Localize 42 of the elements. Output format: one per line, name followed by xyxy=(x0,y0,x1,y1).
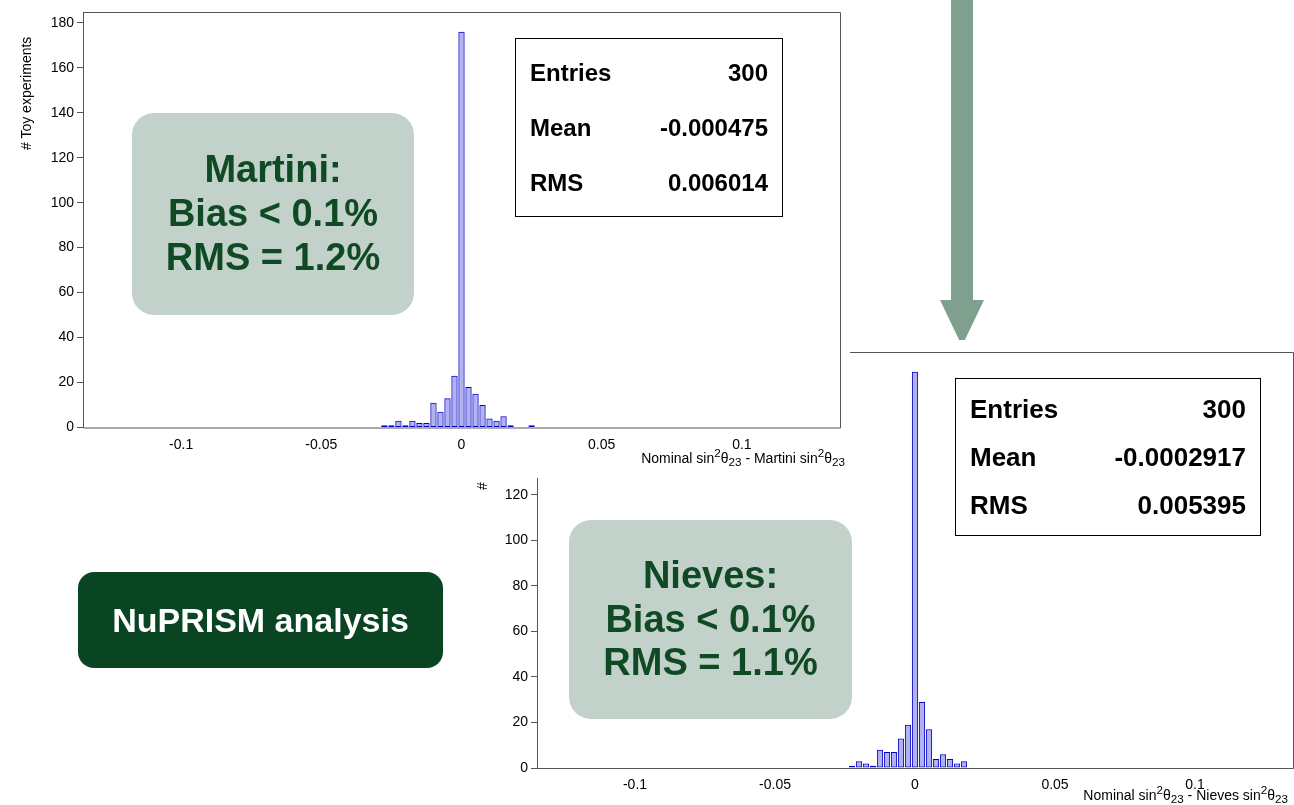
y-tick-label: 180 xyxy=(50,13,75,30)
annotation: RMS xyxy=(970,489,1028,521)
y-tick-label: 100 xyxy=(50,193,75,210)
y-tick-label: 120 xyxy=(504,485,529,502)
annotation: Entries xyxy=(530,58,612,87)
y-tick-label: 80 xyxy=(58,238,75,255)
y-tick-label: 140 xyxy=(50,103,75,120)
annotation: Mean xyxy=(970,441,1037,473)
y-tick-label: 20 xyxy=(512,713,529,730)
annotation: -0.000475 xyxy=(659,113,768,142)
y-tick-label: 40 xyxy=(58,328,75,345)
y-tick-label: 160 xyxy=(50,58,75,75)
annotation: 0.005395 xyxy=(1137,489,1246,521)
y-tick-label: 100 xyxy=(504,531,529,548)
annotation: 0.006014 xyxy=(667,168,768,197)
annotation: RMS xyxy=(530,168,584,197)
y-tick-label: 0 xyxy=(66,418,75,435)
annotation: Martini: Bias < 0.1% RMS = 1.2% xyxy=(132,113,414,315)
annotation: Nieves: Bias < 0.1% RMS = 1.1% xyxy=(569,520,852,719)
x-tick-label: -0.05 xyxy=(759,776,792,793)
y-tick-label: 40 xyxy=(512,667,529,684)
y-tick-label: 60 xyxy=(512,622,529,639)
x-tick-label: 0 xyxy=(911,776,920,793)
y-tick-label: 120 xyxy=(50,148,75,165)
annotation: 300 xyxy=(1202,393,1246,425)
x-tick-label: 0.05 xyxy=(588,435,616,452)
y-tick-label: 0 xyxy=(520,758,529,775)
y-tick-label: 80 xyxy=(512,576,529,593)
x-tick-label: -0.05 xyxy=(305,435,338,452)
x-tick-label: 0.05 xyxy=(1041,776,1069,793)
x-tick-label: -0.1 xyxy=(622,776,648,793)
y-axis-title: # Toy experiments xyxy=(18,36,34,150)
annotation: 300 xyxy=(727,58,768,87)
text: NuPRISM analysis xyxy=(78,572,443,668)
y-axis-title: # xyxy=(474,482,490,490)
annotation: -0.0002917 xyxy=(1114,441,1246,473)
annotation: Mean xyxy=(530,113,592,142)
x-tick-label: -0.1 xyxy=(169,435,194,452)
y-tick-label: 60 xyxy=(58,283,75,300)
y-tick-label: 20 xyxy=(58,373,75,390)
annotation: Entries xyxy=(970,393,1059,425)
x-tick-label: 0 xyxy=(457,435,466,452)
